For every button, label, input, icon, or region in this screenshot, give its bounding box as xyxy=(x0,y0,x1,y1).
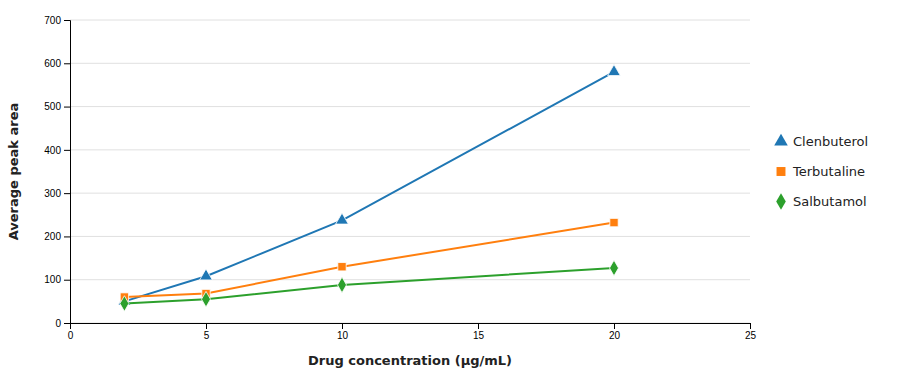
tick: 25 xyxy=(745,323,757,341)
tick: 15 xyxy=(473,323,485,341)
tick-label: 15 xyxy=(473,330,485,341)
y-axis: 0 100 200 300 400 500 600 700 xyxy=(44,15,70,329)
x-axis: 0 5 10 15 20 25 xyxy=(68,323,757,341)
tick-mark xyxy=(750,323,751,329)
tick-label: 200 xyxy=(44,231,61,242)
tick-mark xyxy=(206,323,207,329)
tick: 20 xyxy=(609,323,621,341)
point xyxy=(338,277,347,293)
plot: 0 5 10 15 20 25 0 100 200 300 400 500 600 700 xyxy=(44,15,756,341)
tick-mark xyxy=(64,150,70,151)
point xyxy=(608,65,621,76)
tick: 100 xyxy=(44,274,70,285)
tick-mark xyxy=(64,63,70,64)
tick: 400 xyxy=(44,145,70,156)
tick: 700 xyxy=(44,15,70,26)
point xyxy=(338,263,346,271)
legend-item: Terbutaline xyxy=(777,164,866,179)
tick-mark xyxy=(614,323,615,329)
legend-label: Salbutamol xyxy=(793,194,867,209)
point xyxy=(610,218,618,226)
tick-mark xyxy=(64,236,70,237)
tick-mark xyxy=(64,107,70,108)
tick-label: 300 xyxy=(44,188,61,199)
tick-label: 25 xyxy=(745,330,757,341)
tick: 0 xyxy=(68,323,74,341)
legend-item: Salbutamol xyxy=(776,193,866,210)
grid-line xyxy=(70,106,750,107)
grid-line xyxy=(70,149,750,150)
tick: 500 xyxy=(44,101,70,112)
legend-symbol xyxy=(777,167,786,176)
tick-label: 0 xyxy=(55,318,61,329)
series-line xyxy=(124,268,614,303)
tick-label: 100 xyxy=(44,274,61,285)
grid xyxy=(70,20,750,323)
point xyxy=(610,260,619,276)
legend-label: Terbutaline xyxy=(792,164,865,179)
x-axis-title: Drug concentration (µg/mL) xyxy=(308,353,512,368)
point xyxy=(202,291,211,307)
tick-label: 500 xyxy=(44,101,61,112)
series-line xyxy=(124,72,614,301)
tick: 10 xyxy=(337,323,349,341)
tick-label: 400 xyxy=(44,145,61,156)
tick-label: 20 xyxy=(609,330,621,341)
legend: Clenbuterol Terbutaline Salbutamol xyxy=(774,134,868,210)
tick: 5 xyxy=(204,323,210,341)
grid-line xyxy=(70,236,750,237)
axis-line xyxy=(64,21,71,324)
marks xyxy=(118,65,620,312)
tick: 300 xyxy=(44,188,70,199)
tick: 200 xyxy=(44,231,70,242)
tick-mark xyxy=(64,193,70,194)
tick-label: 700 xyxy=(44,15,61,26)
tick: 600 xyxy=(44,58,70,69)
tick-label: 0 xyxy=(68,330,74,341)
tick-mark xyxy=(342,323,343,329)
point xyxy=(336,213,349,224)
tick-mark xyxy=(64,20,70,21)
tick-label: 600 xyxy=(44,58,61,69)
grid-line xyxy=(70,193,750,194)
tick-mark xyxy=(64,280,70,281)
chart: 0 5 10 15 20 25 0 100 200 300 400 500 600 700 Drug con… xyxy=(0,0,900,375)
point xyxy=(120,296,129,312)
tick-mark xyxy=(64,323,70,324)
series-line xyxy=(124,223,614,297)
tick-label: 5 xyxy=(204,330,210,341)
tick-mark xyxy=(478,323,479,329)
point xyxy=(200,269,213,280)
tick: 0 xyxy=(55,318,70,329)
axis-line xyxy=(71,324,751,330)
y-axis-title: Average peak area xyxy=(6,103,21,241)
legend-symbol xyxy=(774,134,788,146)
legend-item: Clenbuterol xyxy=(774,134,868,149)
tick-label: 10 xyxy=(337,330,349,341)
grid-line xyxy=(70,63,750,64)
grid-line xyxy=(70,20,750,21)
legend-symbol xyxy=(776,193,786,210)
legend-label: Clenbuterol xyxy=(793,134,868,149)
